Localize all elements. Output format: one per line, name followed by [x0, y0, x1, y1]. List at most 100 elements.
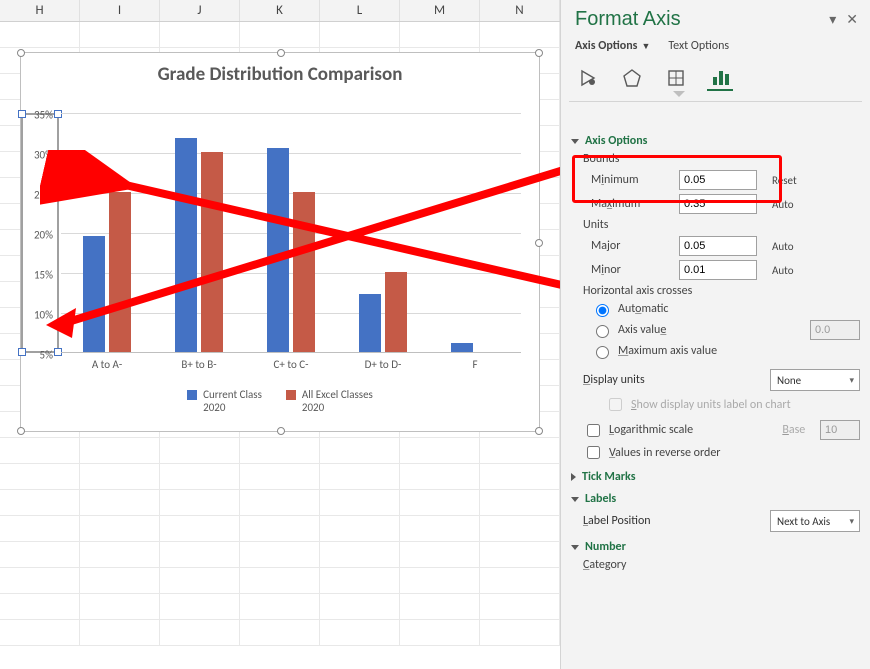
legend-swatch-icon — [286, 390, 296, 400]
legend-swatch-icon — [187, 390, 197, 400]
bounds-label: Bounds — [583, 152, 860, 166]
major-auto-button[interactable]: Auto — [765, 237, 801, 256]
minimum-reset-button[interactable]: Reset — [765, 171, 804, 190]
y-tick-label: 35% — [34, 109, 53, 122]
plot-area[interactable] — [61, 113, 521, 353]
log-scale-checkbox[interactable] — [587, 424, 600, 437]
chart-legend[interactable]: Current Class2020 All Excel Classes2020 — [21, 388, 539, 414]
display-units-select[interactable]: None — [770, 369, 860, 391]
selection-handle[interactable] — [535, 49, 543, 57]
major-label: Major — [591, 239, 671, 253]
radio-max-value[interactable]: Maximum axis value — [591, 343, 860, 359]
maximum-row: Maximum Auto — [591, 194, 860, 214]
show-units-checkbox — [609, 398, 622, 411]
maximum-input[interactable] — [679, 194, 757, 214]
minimum-input[interactable] — [679, 170, 757, 190]
selection-handle[interactable] — [277, 49, 285, 57]
bar[interactable] — [451, 343, 473, 352]
horizontal-cross-label: Horizontal axis crosses — [583, 284, 860, 298]
display-units-row: Display units None — [583, 369, 860, 391]
label-position-label: Label Position — [583, 514, 762, 528]
chart-container[interactable]: Grade Distribution Comparison 5%10%15%20… — [20, 52, 540, 432]
pane-header: Format Axis ▾ ✕ — [561, 0, 870, 35]
selection-handle[interactable] — [277, 427, 285, 435]
dropdown-icon[interactable]: ▾ — [829, 11, 836, 28]
bar[interactable] — [109, 192, 131, 352]
col-header[interactable]: J — [160, 0, 240, 21]
label-position-select[interactable]: Next to Axis — [770, 510, 860, 532]
minimum-label: Minimum — [591, 173, 671, 187]
bar[interactable] — [267, 148, 289, 352]
base-label: Base — [782, 423, 805, 437]
y-tick-label: 25% — [34, 189, 53, 202]
reverse-order-check[interactable]: Values in reverse order — [583, 443, 860, 462]
legend-text: Current Class2020 — [203, 388, 262, 414]
axis-value-input — [810, 320, 860, 340]
major-row: Major Auto — [591, 236, 860, 256]
y-tick-label: 20% — [34, 229, 53, 242]
legend-item[interactable]: All Excel Classes2020 — [286, 388, 373, 414]
x-axis-label: F — [429, 358, 521, 371]
selection-handle[interactable] — [17, 427, 25, 435]
tab-text-options[interactable]: Text Options — [668, 39, 729, 53]
maximum-auto-button[interactable]: Auto — [765, 195, 801, 214]
col-header[interactable]: I — [80, 0, 160, 21]
selection-handle[interactable] — [535, 427, 543, 435]
radio-max-input[interactable] — [596, 346, 609, 359]
pane-subtabs: Axis Options ▼ Text Options — [561, 35, 870, 61]
y-tick-label: 10% — [34, 309, 53, 322]
y-axis-selected[interactable]: 5%10%15%20%25%30%35% — [21, 113, 59, 353]
spreadsheet-area: H I J K L M N Grade Distribution Compari… — [0, 0, 560, 669]
y-tick-label: 5% — [40, 349, 53, 362]
major-input[interactable] — [679, 236, 757, 256]
format-axis-pane: Format Axis ▾ ✕ Axis Options ▼ Text Opti… — [560, 0, 870, 669]
radio-automatic[interactable]: Automatic — [591, 301, 860, 317]
col-header[interactable]: L — [320, 0, 400, 21]
bar[interactable] — [293, 192, 315, 352]
close-icon[interactable]: ✕ — [846, 11, 858, 28]
col-header[interactable]: M — [400, 0, 480, 21]
col-header[interactable]: K — [240, 0, 320, 21]
effects-icon[interactable] — [619, 65, 645, 91]
col-header[interactable]: N — [480, 0, 560, 21]
minor-auto-button[interactable]: Auto — [765, 261, 801, 280]
minimum-row: Minimum Reset — [591, 170, 860, 190]
show-units-check: Show display units label on chart — [605, 395, 860, 414]
tab-axis-options[interactable]: Axis Options ▼ — [575, 39, 650, 53]
axis-options-icon[interactable] — [707, 65, 733, 91]
minor-label: Minor — [591, 263, 671, 277]
radio-axis-value-input[interactable] — [596, 325, 609, 338]
bar[interactable] — [359, 294, 381, 352]
section-labels[interactable]: Labels — [571, 492, 860, 506]
bar[interactable] — [385, 272, 407, 352]
pane-title: Format Axis — [575, 8, 681, 31]
reverse-checkbox[interactable] — [587, 446, 600, 459]
minor-input[interactable] — [679, 260, 757, 280]
bar[interactable] — [201, 152, 223, 352]
radio-axis-value[interactable]: Axis value — [591, 320, 860, 340]
col-header[interactable]: H — [0, 0, 80, 21]
section-tick-marks[interactable]: Tick Marks — [571, 470, 860, 484]
axis-handle[interactable] — [18, 348, 26, 356]
radio-automatic-input[interactable] — [596, 304, 609, 317]
selection-handle[interactable] — [17, 49, 25, 57]
maximum-label: Maximum — [591, 197, 671, 211]
pane-body: Axis Options Bounds Minimum Reset Maximu… — [561, 120, 870, 669]
size-properties-icon[interactable] — [663, 65, 689, 91]
log-scale-check[interactable]: Logarithmic scaleBase — [583, 420, 860, 440]
section-axis-options[interactable]: Axis Options — [571, 134, 860, 148]
selection-handle[interactable] — [535, 239, 543, 247]
bars-area — [61, 113, 521, 353]
legend-item[interactable]: Current Class2020 — [187, 388, 262, 414]
axis-handle[interactable] — [18, 110, 26, 118]
bar[interactable] — [175, 138, 197, 352]
label-position-row: Label Position Next to Axis — [583, 510, 860, 532]
fill-line-icon[interactable] — [575, 65, 601, 91]
section-number[interactable]: Number — [571, 540, 860, 554]
chart-title[interactable]: Grade Distribution Comparison — [21, 63, 539, 86]
category-label: Category — [583, 558, 860, 572]
log-base-input — [820, 420, 860, 440]
bar[interactable] — [83, 236, 105, 352]
tab-indicator-icon — [561, 91, 870, 101]
column-headers: H I J K L M N — [0, 0, 560, 22]
